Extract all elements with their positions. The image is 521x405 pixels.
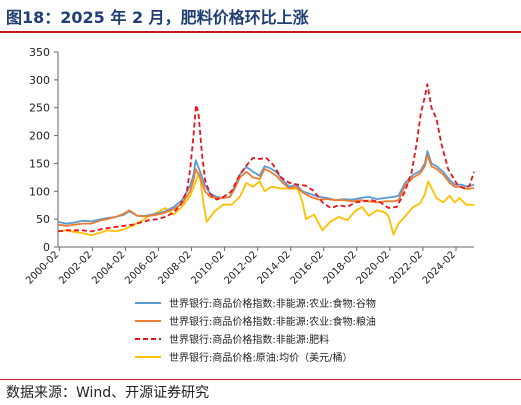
legend-label-3: 世界银行:商品价格指数:非能源:肥料 [169,333,329,346]
x-tick-label: 2016-02 [289,249,326,286]
x-tick-label: 2012-02 [222,249,259,286]
y-tick-label: 350 [29,46,50,59]
x-tick-label: 2022-02 [388,249,425,286]
x-tick-label: 2024-02 [421,249,458,286]
legend-label-1: 世界银行:商品价格指数:非能源:农业:食物:谷物 [169,297,376,310]
chart-axes: 0 50 100 150 200 250 300 350 2000-022002-022004-… [24,46,474,287]
source-note: 数据来源：Wind、开源证券研究 [6,385,210,401]
source-divider [0,379,521,380]
x-tick-label: 2020-02 [355,249,392,286]
series-line-2 [57,154,475,227]
x-tick-label: 2002-02 [57,249,94,286]
y-tick-label: 150 [29,157,50,170]
y-tick-label: 300 [29,74,50,87]
x-tick-label: 2014-02 [255,249,292,286]
figure-title: 图18：2025 年 2 月，肥料价格环比上涨 [6,8,309,27]
series-line-3 [57,83,475,233]
y-tick-label: 200 [29,130,50,143]
x-tick-label: 2010-02 [189,249,226,286]
x-tick-label: 2018-02 [322,249,359,286]
chart-series [57,83,475,237]
legend-label-2: 世界银行:商品价格指数:非能源:农业:食物:粮油 [169,315,376,328]
legend-label-4: 世界银行:商品价格:原油:均价（美元/桶） [169,351,352,364]
y-tick-label: 0 [43,241,50,254]
x-tick-label: 2000-02 [24,249,61,286]
title-divider [0,31,521,33]
y-tick-label: 100 [29,185,50,198]
y-tick-label: 250 [29,102,50,115]
series-line-4 [57,171,475,237]
series-line-1 [57,150,475,225]
chart-legend: 世界银行:商品价格指数:非能源:农业:食物:谷物世界银行:商品价格指数:非能源:… [135,297,376,364]
y-tick-label: 50 [36,213,50,226]
x-tick-label: 2004-02 [90,249,127,286]
x-tick-label: 2006-02 [123,249,160,286]
x-tick-label: 2008-02 [156,249,193,286]
